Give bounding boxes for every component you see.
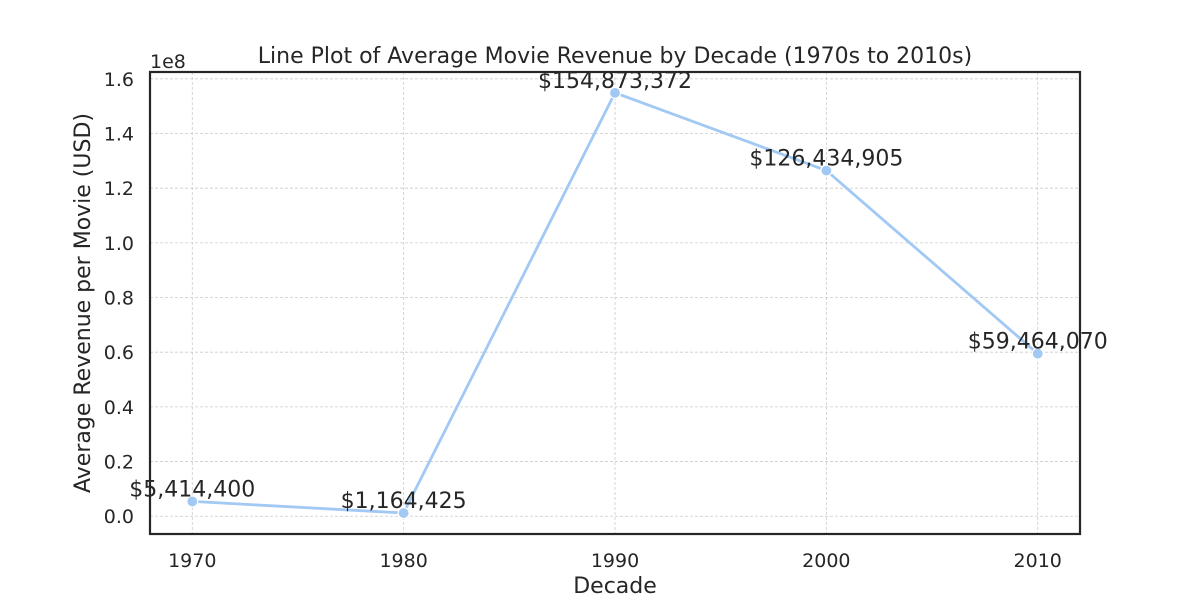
data-label: $126,434,905 <box>749 147 903 172</box>
y-tick-label: 1.2 <box>104 178 134 200</box>
series-layer <box>186 86 1044 520</box>
x-axis-ticks: 1970 1980 1990 2000 2010 <box>168 550 1062 572</box>
y-tick-label: 1.4 <box>104 124 134 146</box>
data-label: $5,414,400 <box>129 477 255 502</box>
data-point <box>820 164 833 177</box>
data-point <box>397 506 410 520</box>
grid-lines <box>150 72 1080 534</box>
data-point <box>608 86 622 99</box>
data-point <box>186 495 199 508</box>
x-axis-label: Decade <box>573 574 657 599</box>
x-tick-label: 2000 <box>802 550 850 572</box>
x-tick-label: 1970 <box>168 550 216 572</box>
x-tick-label: 1980 <box>379 550 427 572</box>
y-offset-label: 1e8 <box>150 51 186 73</box>
y-axis-label: Average Revenue per Movie (USD) <box>71 113 96 493</box>
data-labels: $5,414,400 $1,164,425$154,873,372$126,434… <box>129 69 1107 514</box>
data-label: $59,464,070 <box>968 330 1108 355</box>
chart-title: Line Plot of Average Movie Revenue by De… <box>258 44 972 69</box>
x-tick-label: 1990 <box>591 550 639 572</box>
y-tick-label: 0.8 <box>104 288 134 310</box>
y-tick-label: 1.6 <box>104 69 134 91</box>
y-axis-ticks: 0.0 0.2 0.4 0.6 0.8 1.0 1.2 1.4 1.6 <box>104 69 134 528</box>
y-tick-label: 0.4 <box>104 397 134 419</box>
y-tick-label: 0.0 <box>104 506 134 528</box>
data-point <box>1031 347 1044 360</box>
x-tick-label: 2010 <box>1014 550 1062 572</box>
plot-frame <box>148 70 1082 536</box>
y-tick-label: 0.6 <box>104 342 134 364</box>
data-label: $1,164,425 <box>341 489 467 514</box>
y-tick-label: 0.2 <box>104 452 134 474</box>
y-tick-label: 1.0 <box>104 233 134 255</box>
